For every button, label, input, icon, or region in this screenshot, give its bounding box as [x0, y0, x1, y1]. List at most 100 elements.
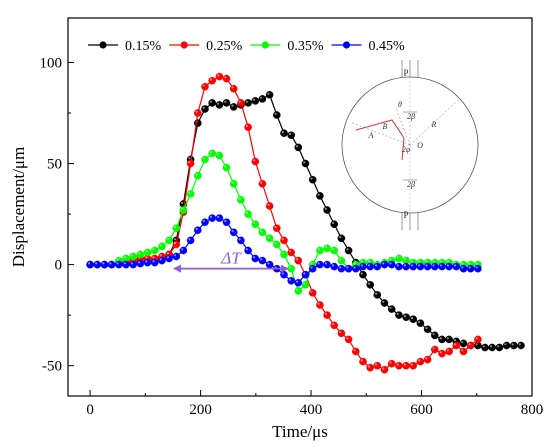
data-point — [445, 347, 453, 356]
data-point — [301, 159, 310, 168]
data-point — [294, 256, 303, 265]
data-point — [272, 111, 281, 119]
data-point-highlight — [396, 363, 399, 366]
data-point — [287, 276, 296, 285]
data-point — [244, 123, 252, 131]
data-point-highlight — [410, 363, 414, 366]
data-point-highlight — [288, 266, 292, 269]
data-point — [244, 246, 252, 255]
data-point-highlight — [310, 266, 313, 269]
data-point — [122, 260, 130, 269]
y-axis-label: Displacement/μm — [9, 147, 28, 268]
data-point — [244, 99, 252, 107]
data-point — [215, 214, 224, 222]
data-point-highlight — [375, 363, 378, 366]
inset-label-2beta-bottom: 2β — [407, 180, 415, 189]
data-point-highlight — [288, 132, 292, 136]
plot-frame — [67, 17, 533, 397]
legend-item: 0.25% — [169, 39, 243, 54]
data-point-highlight — [497, 345, 500, 348]
inset-label-b: B — [383, 122, 388, 131]
data-point — [445, 335, 453, 344]
data-point — [402, 313, 410, 322]
data-point-highlight — [353, 262, 356, 265]
data-point-highlight — [317, 262, 320, 265]
data-point — [323, 311, 331, 319]
data-point — [423, 325, 432, 334]
data-point-highlight — [260, 96, 263, 99]
data-point — [423, 355, 432, 364]
data-point — [258, 256, 267, 265]
data-point-highlight — [224, 165, 227, 168]
data-point-highlight — [253, 98, 256, 101]
legend: 0.15% 0.25% 0.35% 0.45% — [88, 39, 405, 54]
data-point-highlight — [410, 260, 414, 263]
data-point — [208, 214, 216, 222]
data-point-highlight — [425, 327, 428, 330]
data-point — [251, 97, 260, 105]
data-point-highlight — [432, 260, 435, 263]
data-point-highlight — [389, 361, 392, 364]
data-point-highlight — [446, 337, 449, 340]
data-point-highlight — [174, 242, 177, 245]
data-point-highlight — [267, 262, 270, 265]
data-point-highlight — [310, 177, 313, 180]
data-point-highlight — [195, 227, 198, 231]
data-point — [229, 228, 238, 237]
data-point-highlight — [224, 76, 227, 79]
data-point-highlight — [303, 161, 306, 164]
data-point-highlight — [181, 248, 184, 251]
data-point-highlight — [475, 262, 478, 265]
data-point — [136, 250, 145, 259]
data-point-highlight — [396, 256, 399, 259]
data-point — [416, 319, 425, 328]
data-point-highlight — [145, 256, 148, 259]
data-point — [129, 252, 137, 261]
data-point — [344, 246, 353, 255]
data-point — [416, 357, 425, 366]
data-point-highlight — [231, 181, 234, 184]
delta-t-arrowhead-right — [280, 264, 289, 273]
data-point — [165, 254, 173, 263]
crack-path — [355, 119, 405, 161]
data-point-highlight — [425, 357, 428, 360]
delta-t-label: ΔT — [220, 249, 242, 268]
data-point-highlight — [331, 221, 335, 225]
data-point — [445, 262, 453, 271]
data-point-highlight — [425, 264, 428, 267]
inset-label-2phi: 2φ — [402, 145, 411, 154]
data-point — [143, 248, 152, 257]
data-point — [208, 76, 216, 85]
data-point-highlight — [367, 260, 371, 263]
data-point-highlight — [245, 100, 248, 103]
data-point — [308, 289, 317, 297]
data-point-highlight — [446, 260, 449, 263]
data-point-highlight — [367, 365, 371, 368]
data-point — [272, 240, 281, 249]
data-point-highlight — [518, 343, 521, 346]
data-point-highlight — [253, 221, 256, 225]
data-point-highlight — [260, 181, 263, 184]
data-point — [301, 270, 310, 279]
data-point — [452, 262, 461, 271]
data-point-highlight — [303, 272, 306, 275]
y-tick-label: 0 — [55, 258, 63, 274]
data-point — [158, 256, 166, 265]
inset-label-theta: θ — [398, 100, 402, 109]
data-point-highlight — [188, 238, 191, 241]
data-point-highlight — [260, 230, 263, 233]
data-point-highlight — [511, 343, 514, 346]
data-point — [158, 242, 166, 251]
x-tick-label: 400 — [300, 402, 323, 418]
data-point — [517, 341, 525, 350]
data-point — [265, 202, 274, 210]
legend-label: 0.25% — [206, 39, 243, 54]
data-point — [466, 341, 475, 350]
data-point-highlight — [454, 339, 457, 342]
data-point — [287, 248, 296, 257]
data-point — [201, 105, 209, 113]
data-point — [208, 99, 216, 107]
data-point-highlight — [432, 333, 435, 336]
inset-label-a: A — [368, 131, 374, 140]
data-point-highlight — [217, 74, 220, 77]
